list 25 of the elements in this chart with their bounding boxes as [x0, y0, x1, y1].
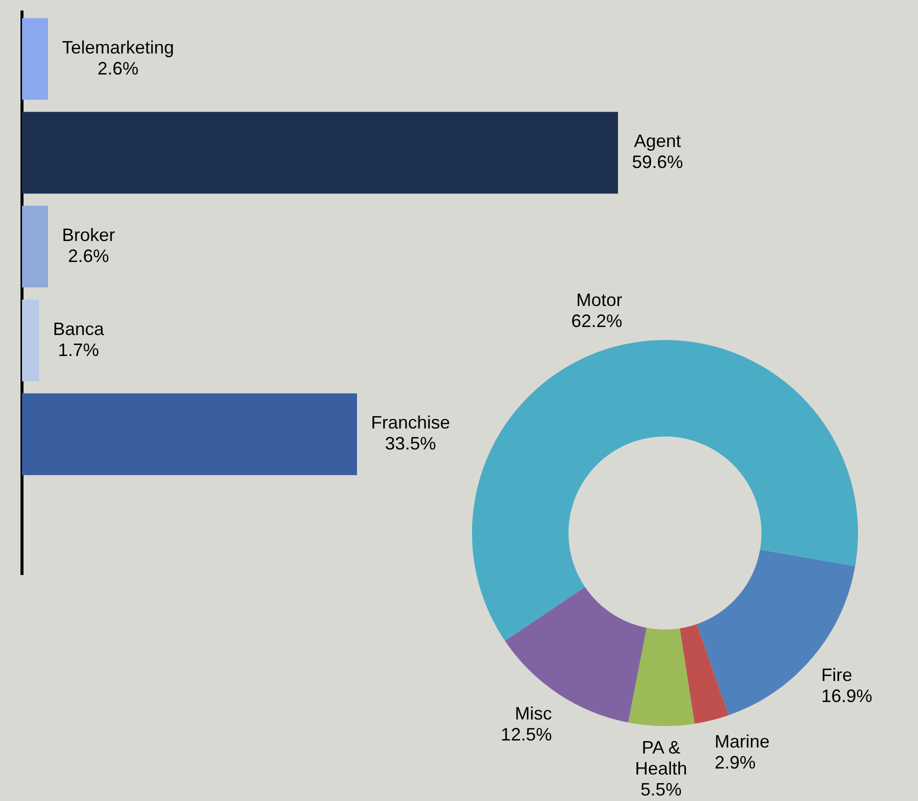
bar	[22, 300, 39, 382]
bar	[22, 18, 48, 100]
slice-label: Misc	[514, 703, 552, 724]
bar	[22, 112, 618, 194]
slice-label: Marine	[714, 731, 770, 752]
data-label: 1.7%	[58, 340, 100, 360]
y-tick-label: Banca	[52, 318, 106, 339]
slice-label: Motor	[576, 290, 622, 310]
data-label: 2.6%	[98, 58, 139, 78]
data-label: 33.5%	[384, 434, 436, 454]
data-label: 2.6%	[68, 246, 110, 266]
y-tick-label: Telemarketing	[62, 37, 174, 58]
data-label: 2.9%	[714, 752, 756, 772]
bar	[22, 393, 357, 476]
bar	[22, 206, 48, 288]
y-tick-label: Agent	[634, 131, 682, 152]
y-tick-label: Franchise	[371, 412, 450, 433]
data-label: 5.5%	[640, 779, 682, 800]
slice-label: Fire	[821, 665, 852, 686]
y-tick-label: Broker	[62, 225, 116, 246]
data-label: 59.6%	[632, 152, 684, 172]
data-label: 12.5%	[500, 724, 552, 744]
slice-label: PA & Health	[635, 737, 688, 778]
data-label: 16.9%	[821, 686, 872, 706]
data-label: 62.2%	[571, 310, 622, 331]
